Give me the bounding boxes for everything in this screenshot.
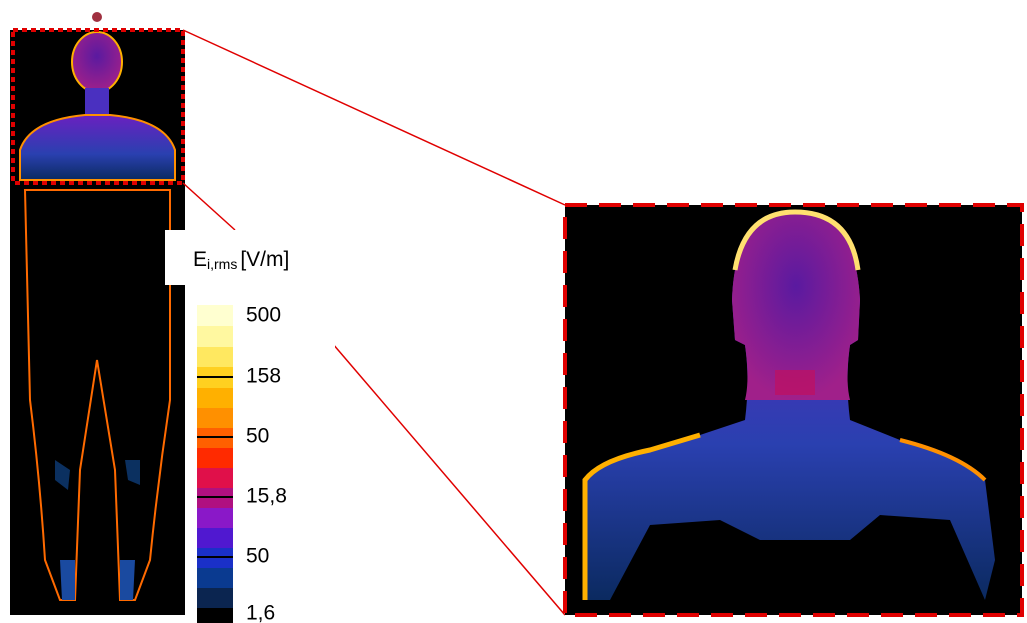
colorbar-label: 1,6 [246, 602, 275, 623]
colorbar-unit: [V/m] [240, 248, 289, 271]
colorbar: 500 158 50 15,8 50 1,6 [197, 304, 287, 623]
marker [92, 12, 102, 22]
color-band [197, 305, 233, 326]
head [732, 210, 860, 400]
shoulder-edge [899, 438, 987, 482]
connector-line [182, 29, 566, 206]
shoulders [19, 114, 176, 181]
colorbar-symbol: E [193, 248, 207, 271]
zoom-map [563, 203, 1024, 617]
colorbar-label: 50 [246, 545, 269, 568]
body-map [10, 12, 185, 615]
legend-area [165, 230, 185, 285]
feet [60, 560, 135, 600]
body-outline [23, 189, 171, 601]
colorbar-label: 15,8 [246, 485, 287, 508]
neck-hotspot [775, 370, 815, 395]
color-band [197, 347, 233, 367]
color-band [197, 408, 233, 428]
color-band [197, 468, 233, 488]
color-band [197, 608, 233, 623]
colorbar-title: Ei,rms [V/m] [193, 248, 289, 272]
scalp-edge [732, 209, 861, 271]
colorbar-label: 158 [246, 365, 281, 388]
torso [585, 210, 995, 600]
color-band [197, 528, 233, 548]
knees [55, 460, 140, 490]
color-band [197, 448, 233, 468]
connector-line [182, 182, 236, 231]
colorbar-label: 500 [246, 304, 281, 327]
colorbar-subscript: i,rms [207, 256, 237, 272]
color-band [197, 508, 233, 528]
head [71, 31, 123, 93]
zoom-frame [563, 203, 1024, 617]
color-band [197, 588, 233, 608]
color-band [197, 388, 233, 408]
colorbar-label: 50 [246, 425, 269, 448]
color-band [197, 568, 233, 588]
shoulder-edge [582, 432, 701, 600]
color-band [197, 326, 233, 347]
zoom-box [11, 28, 185, 185]
neck [85, 88, 109, 118]
